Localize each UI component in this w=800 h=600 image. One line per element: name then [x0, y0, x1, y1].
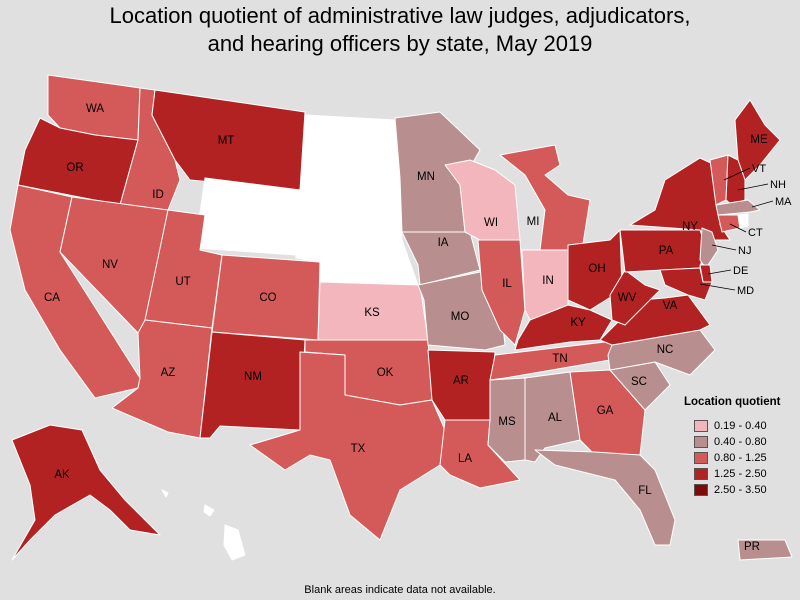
leader-line-ct — [729, 223, 747, 233]
state-label-ks: KS — [364, 307, 380, 319]
legend-swatch — [694, 452, 708, 464]
state-label-tx: TX — [351, 443, 366, 455]
leader-line-de — [707, 269, 732, 275]
state-label-ky: KY — [570, 317, 586, 329]
legend-swatch — [694, 484, 708, 496]
state-mt — [151, 89, 306, 191]
state-ct — [717, 214, 741, 233]
state-ri — [737, 213, 749, 229]
state-label-mt: MT — [218, 135, 235, 147]
legend-label: 0.40 - 0.80 — [714, 436, 767, 448]
legend-item: 0.40 - 0.80 — [684, 434, 800, 450]
state-label-vt: VT — [752, 163, 766, 175]
state-label-ar: AR — [453, 375, 469, 387]
legend-item: 2.50 - 3.50 — [684, 482, 800, 498]
state-label-ca: CA — [44, 292, 60, 304]
state-label-il: IL — [502, 278, 512, 290]
state-label-nj: NJ — [738, 245, 751, 257]
state-label-de: DE — [733, 265, 748, 277]
state-label-mo: MO — [451, 311, 470, 323]
state-label-wv: WV — [618, 292, 637, 304]
state-nm — [199, 331, 306, 439]
map-title-line-2: and hearing officers by state, May 2019 — [207, 31, 593, 56]
state-label-id: ID — [152, 189, 164, 201]
state-label-wi: WI — [484, 217, 498, 229]
legend-label: 0.80 - 1.25 — [714, 452, 767, 464]
state-ma — [715, 199, 761, 216]
state-tx — [249, 351, 446, 541]
legend-item: 1.25 - 2.50 — [684, 466, 800, 482]
legend-label: 1.25 - 2.50 — [714, 468, 767, 480]
legend-swatch — [694, 420, 708, 432]
state-label-mn: MN — [417, 171, 435, 183]
state-label-co: CO — [259, 292, 276, 304]
legend-item: 0.80 - 1.25 — [684, 450, 800, 466]
state-label-ma: MA — [775, 196, 792, 208]
state-label-ga: GA — [597, 405, 614, 417]
state-label-ms: MS — [498, 416, 516, 428]
map-title-line-1: Location quotient of administrative law … — [109, 3, 691, 28]
legend-swatch — [694, 436, 708, 448]
state-label-mi: MI — [527, 216, 540, 228]
state-label-ut: UT — [175, 276, 190, 288]
state-label-or: OR — [66, 162, 83, 174]
legend-label: 2.50 - 3.50 — [714, 484, 767, 496]
leader-line-vt — [723, 167, 751, 181]
state-label-me: ME — [750, 134, 768, 146]
state-label-az: AZ — [161, 367, 176, 379]
leader-line-ma — [751, 200, 774, 208]
legend-item: 0.19 - 0.40 — [684, 418, 800, 434]
legend: Location quotient 0.19 - 0.40 0.40 - 0.80… — [684, 396, 800, 498]
state-wv — [609, 269, 661, 326]
footnote: Blank areas indicate data not available. — [304, 584, 496, 596]
state-label-al: AL — [548, 412, 563, 424]
state-label-oh: OH — [588, 263, 605, 275]
state-label-ct: CT — [748, 227, 763, 239]
legend-swatch — [694, 468, 708, 480]
state-tn — [489, 339, 623, 381]
state-label-pr: PR — [744, 541, 760, 553]
state-label-ok: OK — [377, 367, 394, 379]
state-label-ak: AK — [54, 469, 70, 481]
leader-line-nh — [737, 183, 769, 191]
state-hi — [161, 489, 246, 561]
state-label-ny: NY — [682, 221, 698, 233]
state-label-nh: NH — [770, 179, 786, 191]
state-il — [477, 239, 526, 346]
state-label-in: IN — [542, 275, 554, 287]
state-label-ia: IA — [438, 237, 449, 249]
state-label-wa: WA — [86, 103, 104, 115]
map-title: Location quotient of administrative law … — [0, 2, 800, 58]
state-label-pa: PA — [659, 245, 674, 257]
state-label-sc: SC — [631, 376, 647, 388]
state-label-fl: FL — [638, 485, 652, 497]
state-ia — [401, 231, 481, 286]
state-wy — [194, 177, 301, 256]
state-sd — [295, 171, 403, 241]
state-label-nm: NM — [244, 371, 262, 383]
state-pr — [737, 539, 793, 561]
state-label-nv: NV — [102, 259, 118, 271]
state-label-la: LA — [458, 453, 472, 465]
state-ak — [11, 424, 161, 561]
state-fl — [534, 449, 676, 546]
state-mi — [499, 144, 591, 251]
state-md — [659, 267, 713, 301]
legend-label: 0.19 - 0.40 — [714, 420, 767, 432]
leader-line-nj — [711, 244, 737, 251]
state-label-va: VA — [663, 300, 678, 312]
state-label-tn: TN — [552, 353, 567, 365]
state-nj — [699, 227, 719, 269]
state-label-md: MD — [737, 285, 754, 297]
state-nd — [301, 114, 401, 179]
state-label-nc: NC — [657, 344, 674, 356]
leader-line-md — [699, 283, 736, 291]
legend-title: Location quotient — [684, 396, 781, 408]
